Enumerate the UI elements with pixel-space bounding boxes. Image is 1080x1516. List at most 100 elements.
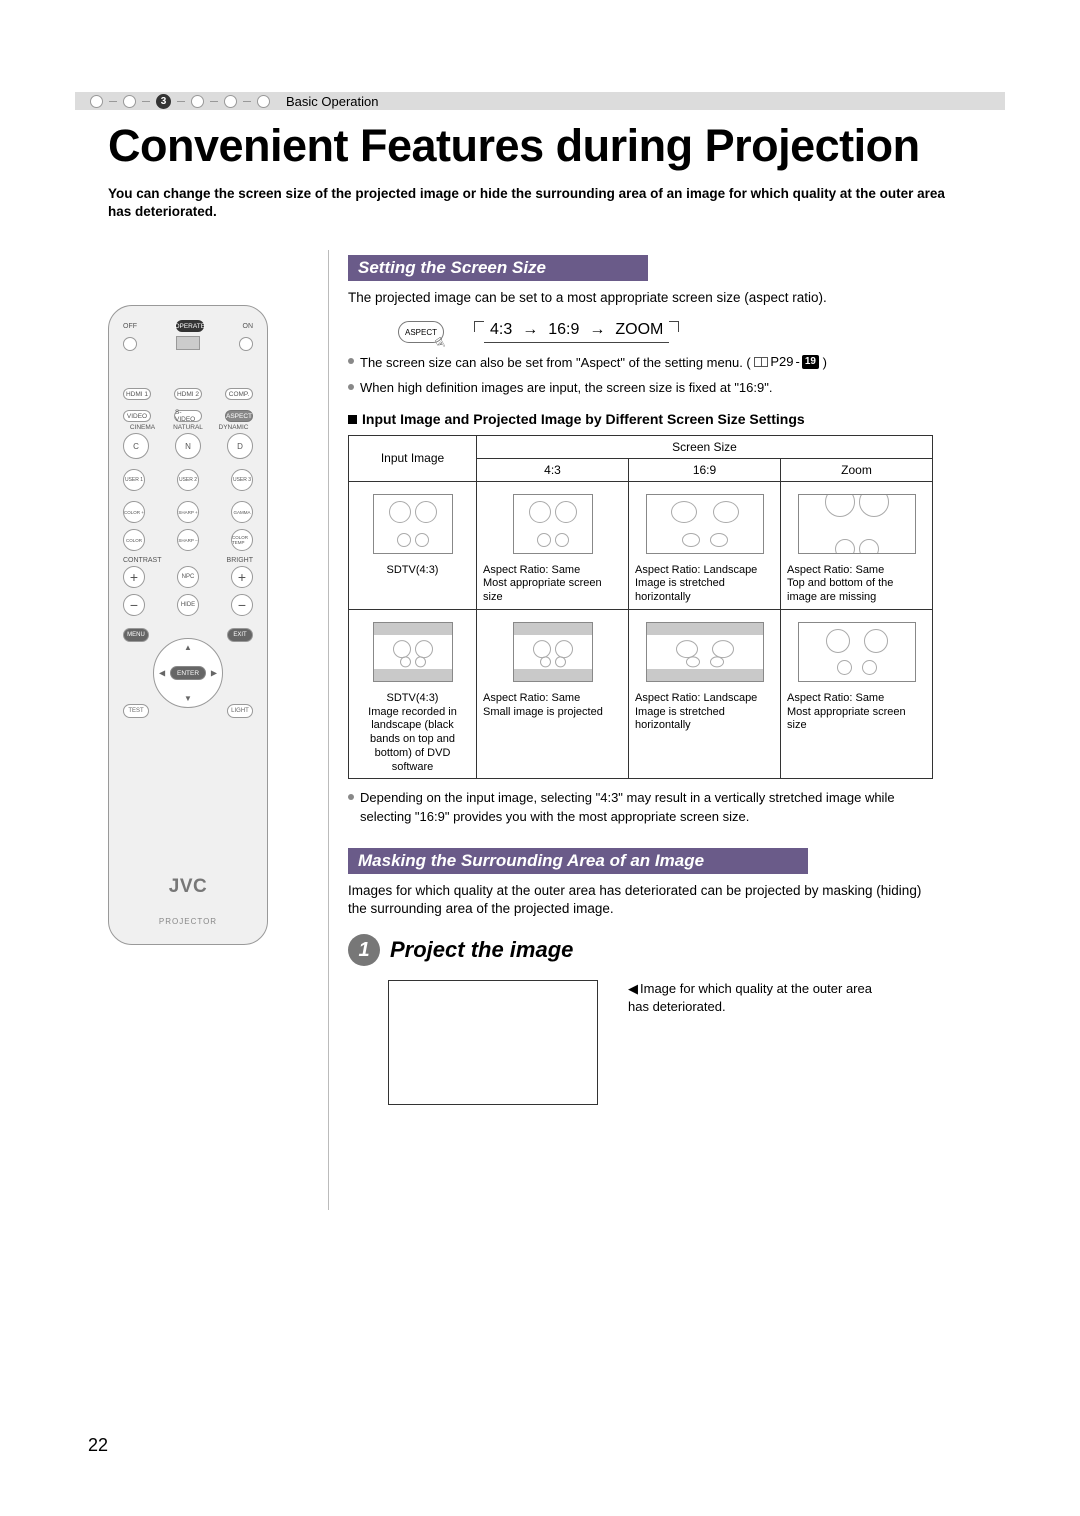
up-arrow-icon: ▲ <box>184 643 192 652</box>
masking-heading: Masking the Surrounding Area of an Image <box>348 848 808 874</box>
r2-zoom-img <box>787 614 926 692</box>
contrast-label: CONTRAST <box>123 557 162 564</box>
user3-btn: USER 3 <box>231 469 253 491</box>
r2-169-img <box>635 614 774 692</box>
stage-dot <box>191 95 204 108</box>
setting-screen-size-heading: Setting the Screen Size <box>348 255 648 281</box>
stage-dot <box>123 95 136 108</box>
column-divider <box>328 250 329 1210</box>
left-arrow-icon: ◀ <box>628 980 638 998</box>
dynamic-label: DYNAMIC <box>214 424 253 431</box>
step-title: Project the image <box>390 937 573 963</box>
input-img-1 <box>355 486 470 564</box>
bright-minus-btn: − <box>231 594 253 616</box>
r1-169-desc: Aspect Ratio: Landscape Image is stretch… <box>635 564 774 605</box>
col-input: Input Image <box>349 435 477 481</box>
down-arrow-icon: ▼ <box>184 694 192 703</box>
natural-btn: N <box>175 433 201 459</box>
row1-input: SDTV(4:3) <box>355 564 470 578</box>
col-screensize: Screen Size <box>477 435 933 458</box>
light-btn: LIGHT <box>227 704 253 718</box>
book-icon <box>754 357 768 367</box>
contrast-minus-btn: − <box>123 594 145 616</box>
col-169: 16:9 <box>629 458 781 481</box>
r2-43-desc: Aspect Ratio: Same Small image is projec… <box>483 692 622 720</box>
hdmi1-btn: HDMI 1 <box>123 388 151 400</box>
projected-image-caption: ◀Image for which quality at the outer ar… <box>628 980 888 1105</box>
projected-image-placeholder <box>388 980 598 1105</box>
cycle-169: 16:9 <box>548 321 579 339</box>
note-1: The screen size can also be set from "As… <box>360 353 827 372</box>
table-subhead: Input Image and Projected Image by Diffe… <box>348 411 933 427</box>
test-btn: TEST <box>123 704 149 718</box>
colorplus-btn: COLOR + <box>123 501 145 523</box>
left-arrow-icon: ◀ <box>159 669 165 678</box>
screen-size-table: Input Image Screen Size 4:3 16:9 Zoom SD… <box>348 435 933 780</box>
power-off-btn <box>123 337 137 351</box>
enter-btn: ENTER <box>170 666 206 680</box>
page-number: 22 <box>88 1435 108 1456</box>
row2-input: SDTV(4:3) Image recorded in landscape (b… <box>355 692 470 775</box>
r1-zoom-img <box>787 486 926 564</box>
exit-btn: EXIT <box>227 628 253 642</box>
dpad: ▲ ▼ ◀ ▶ ENTER <box>153 638 223 708</box>
screen-size-text: The projected image can be set to a most… <box>348 289 933 307</box>
gamma-btn: GAMMA <box>231 501 253 523</box>
right-arrow-icon: ▶ <box>211 669 217 678</box>
r1-169-img <box>635 486 774 564</box>
colortemp-btn: COLOR TEMP <box>231 529 253 551</box>
remote-illustration: OFF OPERATE ON HDMI 1 HDMI 2 COMP. VIDEO… <box>108 305 268 945</box>
brand-logo: JVC <box>109 876 267 898</box>
r2-169-desc: Aspect Ratio: Landscape Image is stretch… <box>635 692 774 733</box>
aspect-button-icon: ASPECT ☟ <box>398 321 444 343</box>
intro-text: You can change the screen size of the pr… <box>108 185 960 221</box>
input-img-2 <box>355 614 470 692</box>
contrast-plus-btn: + <box>123 566 145 588</box>
stage-dot-active: 3 <box>156 94 171 109</box>
page-title: Convenient Features during Projection <box>108 120 920 172</box>
off-label: OFF <box>123 323 137 330</box>
table-footnote: Depending on the input image, selecting … <box>360 789 933 825</box>
col-43: 4:3 <box>477 458 629 481</box>
dynamic-btn: D <box>227 433 253 459</box>
r1-zoom-desc: Aspect Ratio: Same Top and bottom of the… <box>787 564 926 605</box>
step-number: 1 <box>348 934 380 966</box>
bright-label: BRIGHT <box>227 557 253 564</box>
col-zoom: Zoom <box>781 458 933 481</box>
on-label: ON <box>243 323 254 330</box>
sharpminus-btn: SHARP – <box>177 529 199 551</box>
aspect-btn: ASPECT <box>225 410 253 422</box>
operate-label: OPERATE <box>176 320 204 332</box>
power-on-btn <box>239 337 253 351</box>
stage-dot <box>224 95 237 108</box>
pointer-icon: ☟ <box>433 334 449 353</box>
sharpplus-btn: SHARP + <box>177 501 199 523</box>
ref-pill: 19 <box>802 355 819 369</box>
masking-text: Images for which quality at the outer ar… <box>348 882 933 918</box>
hide-btn: HIDE <box>177 594 199 616</box>
r2-43-img <box>483 614 622 692</box>
r1-43-img <box>483 486 622 564</box>
stage-dot <box>257 95 270 108</box>
comp-btn: COMP. <box>225 388 253 400</box>
r2-zoom-desc: Aspect Ratio: Same Most appropriate scre… <box>787 692 926 733</box>
projector-label: PROJECTOR <box>109 917 267 926</box>
video-btn: VIDEO <box>123 410 151 422</box>
section-label: Basic Operation <box>286 94 379 109</box>
cycle-43: 4:3 <box>490 321 512 339</box>
svideo-btn: S-VIDEO <box>174 410 202 422</box>
user1-btn: USER 1 <box>123 469 145 491</box>
stage-dot <box>90 95 103 108</box>
hdmi2-btn: HDMI 2 <box>174 388 202 400</box>
bright-plus-btn: + <box>231 566 253 588</box>
cinema-label: CINEMA <box>123 424 162 431</box>
cinema-btn: C <box>123 433 149 459</box>
breadcrumb-stage-bar: 3 Basic Operation <box>75 92 1005 110</box>
natural-label: NATURAL <box>169 424 208 431</box>
note-2: When high definition images are input, t… <box>360 379 772 397</box>
r1-43-desc: Aspect Ratio: Same Most appropriate scre… <box>483 564 622 605</box>
user2-btn: USER 2 <box>177 469 199 491</box>
npc-btn: NPC <box>177 566 199 588</box>
color-btn: COLOR <box>123 529 145 551</box>
ir-window <box>176 336 200 350</box>
